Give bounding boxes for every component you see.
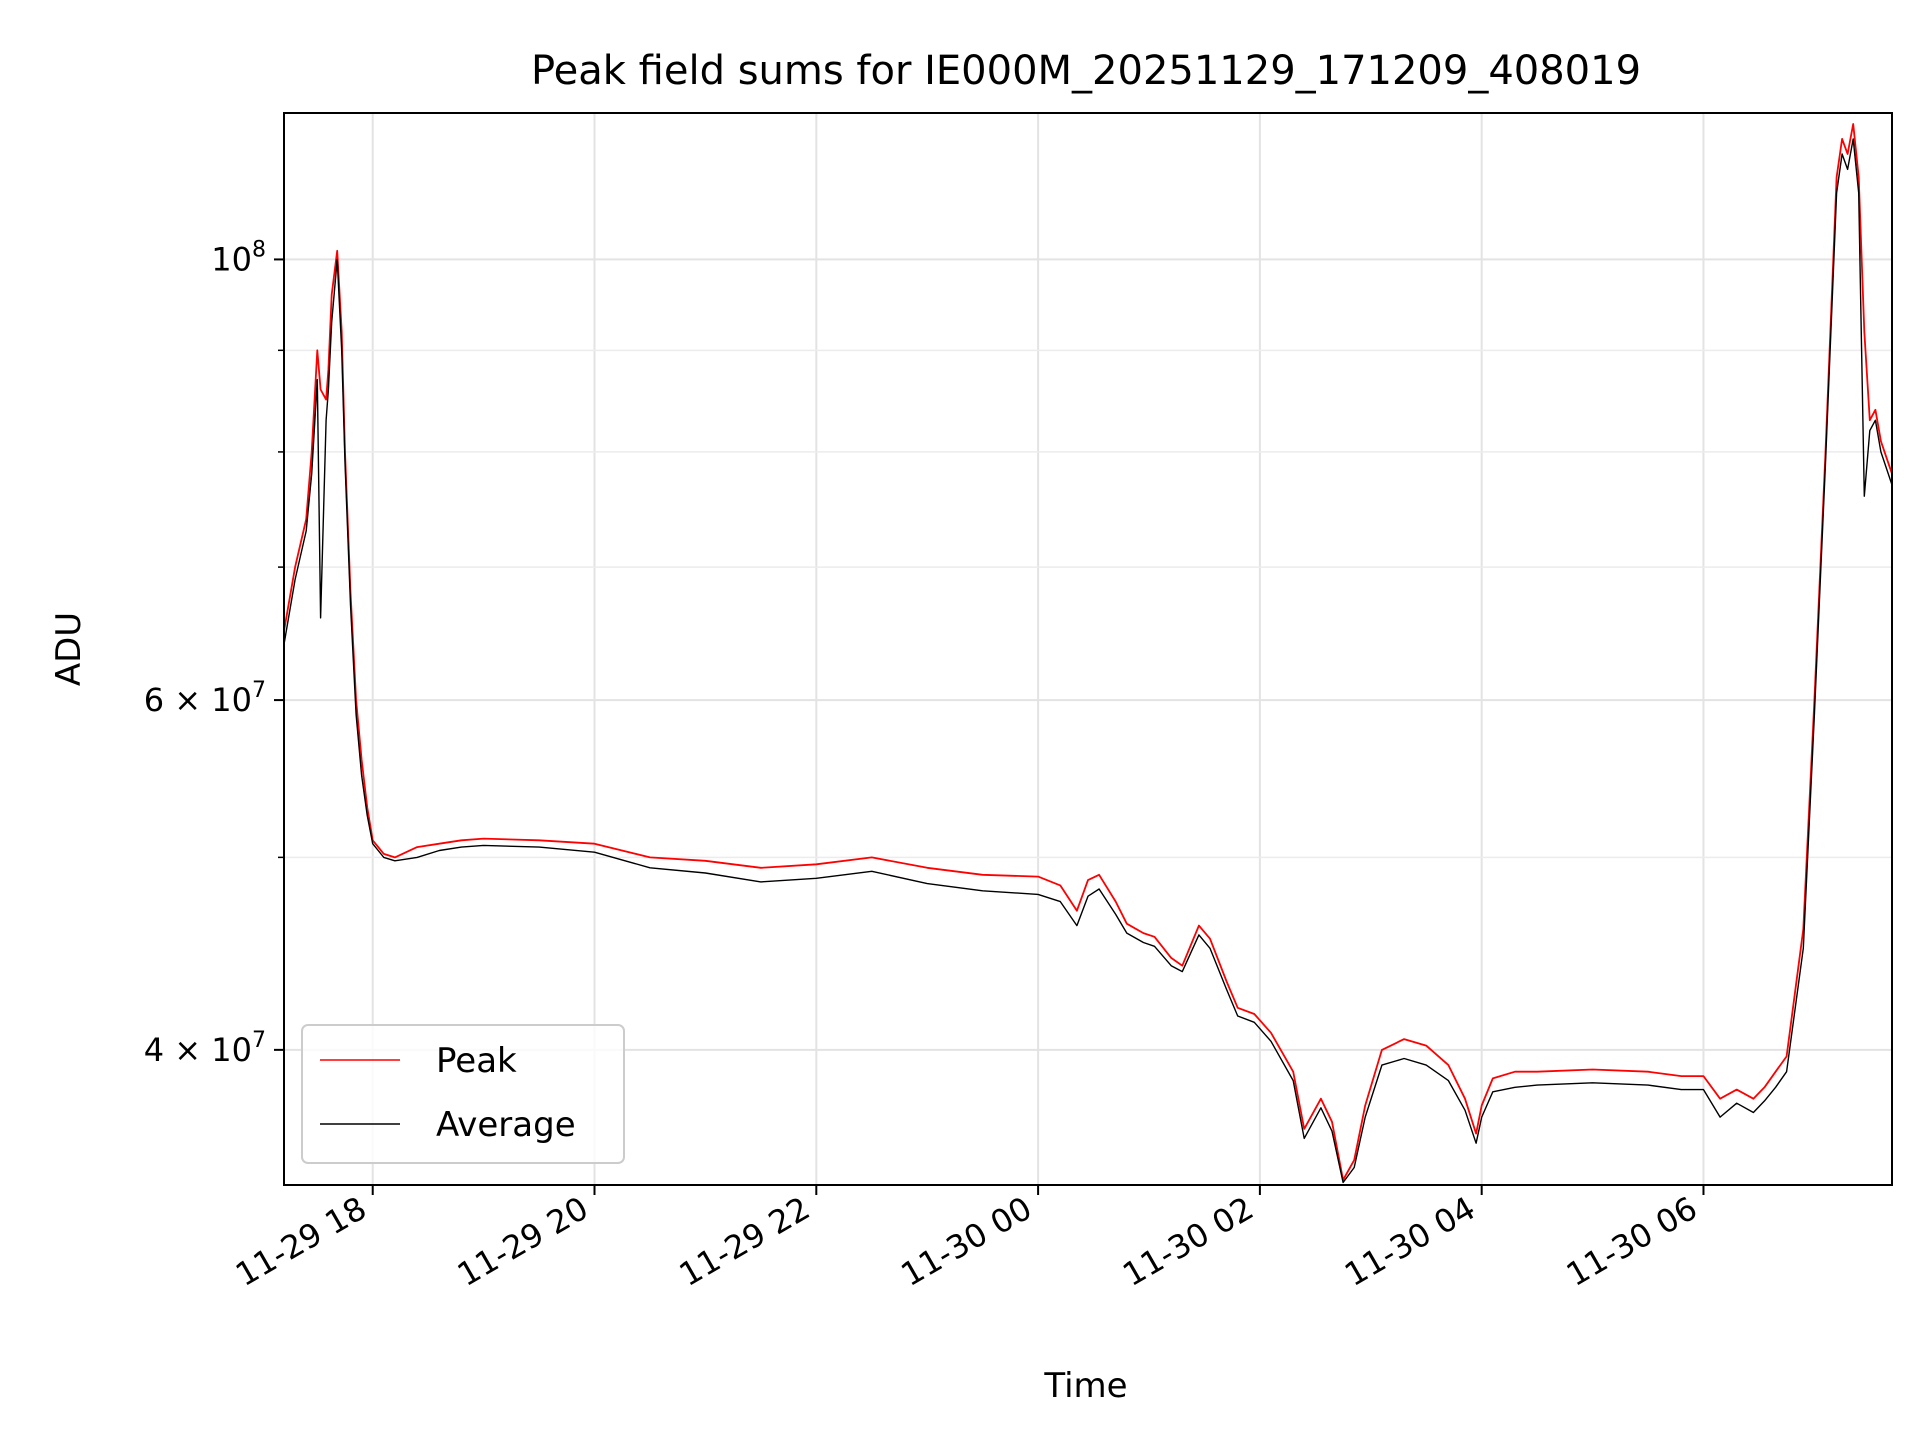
chart-title: Peak field sums for IE000M_20251129_1712… [531,48,1641,94]
legend-average-label: Average [436,1105,576,1145]
x-tick-label: 11-29 18 [229,1189,373,1294]
x-axis: 11-29 18 11-29 20 11-29 22 11-30 00 11-30 02… [229,1185,1705,1294]
grid-lines [284,113,1892,1185]
plot-frame [283,112,1893,1186]
legend: Peak Average [301,1024,625,1164]
y-axis-label: ADU [49,612,89,686]
x-tick-label: 11-30 00 [894,1189,1038,1294]
y-axis: 108 6 × 107 4 × 107 [144,237,284,1069]
x-tick-label: 11-30 02 [1116,1189,1260,1294]
x-tick-label: 11-30 04 [1338,1189,1482,1294]
series-group [284,123,1892,1184]
series-line-average [284,138,1892,1184]
x-tick-label: 11-29 20 [451,1189,595,1294]
x-axis-label: Time [1043,1366,1127,1406]
legend-peak-label: Peak [436,1041,517,1081]
series-line-peak [284,123,1892,1181]
y-tick-label: 108 [211,237,266,278]
x-tick-label: 11-29 22 [673,1189,817,1294]
y-tick-label: 4 × 107 [144,1028,266,1069]
x-tick-label: 11-30 06 [1560,1189,1704,1294]
y-tick-label: 6 × 107 [144,678,266,719]
